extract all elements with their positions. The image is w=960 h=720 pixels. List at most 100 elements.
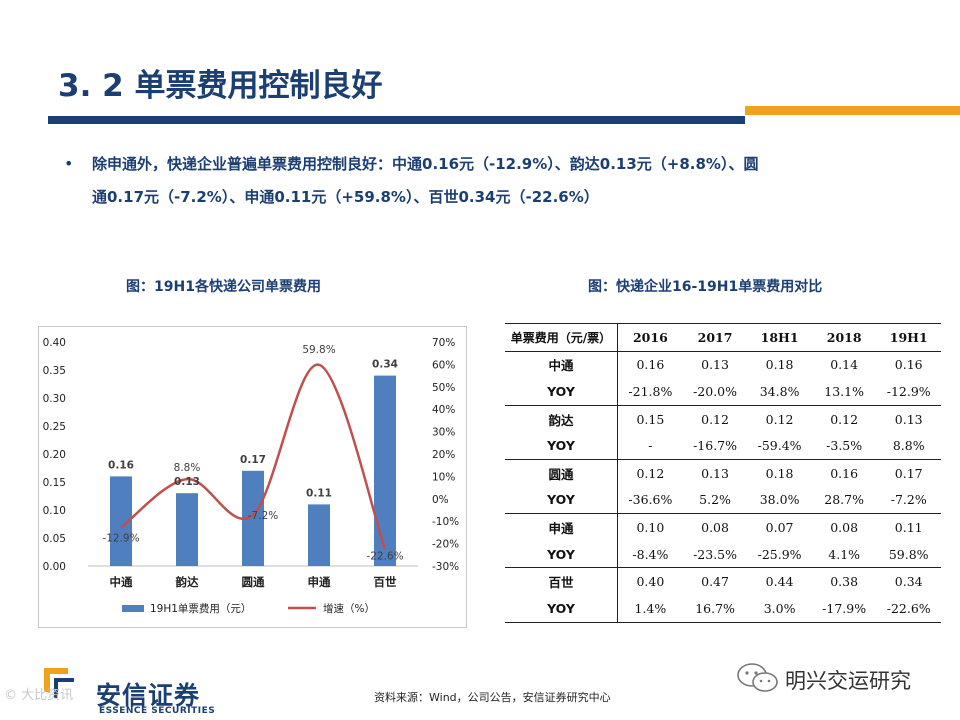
table-row: YOY -8.4% -23.5% -25.9% 4.1% 59.8% [505, 540, 941, 568]
table-cell: 16.7% [695, 600, 735, 616]
table-cell: 0.12 [765, 411, 794, 427]
bar [110, 476, 132, 566]
y-right-tick-label: 20% [432, 449, 455, 461]
table-cell: 0.11 [894, 519, 923, 535]
table-row-label: 中通 [505, 351, 618, 379]
data-source: 资料来源：Wind，公司公告，安信证券研究中心 [374, 691, 611, 704]
y-left-tick-label: 0.35 [43, 365, 66, 377]
line-data-label: -22.6% [366, 550, 403, 562]
essence-logo-icon [44, 668, 74, 698]
table-cell: -17.9% [822, 600, 867, 616]
bar [242, 470, 264, 566]
bar [176, 493, 198, 566]
y-left-tick-label: 0.00 [43, 561, 66, 573]
y-left-tick-label: 0.25 [43, 421, 66, 433]
table-cell: 0.40 [636, 574, 665, 590]
table-cell: -23.5% [693, 546, 738, 562]
table-cell: 0.10 [636, 519, 665, 535]
company-logo-subtitle: ESSENCE SECURITIES [99, 706, 216, 716]
table-cell: 0.12 [830, 411, 859, 427]
table-cell: 0.15 [636, 411, 665, 427]
table-row: YOY -21.8% -20.0% 34.8% 13.1% -12.9% [505, 378, 941, 406]
table-cell: 0.08 [701, 519, 729, 535]
table-cell: -25.9% [757, 546, 802, 562]
summary-line-1: 除申通外，快递企业普遍单票费用控制良好：中通0.16元（-12.9%）、韵达0.… [92, 155, 759, 173]
table-cell: - [648, 438, 653, 454]
line-data-label: -12.9% [102, 533, 139, 545]
y-left-tick-label: 0.10 [43, 505, 66, 517]
table-cell: 0.16 [894, 357, 923, 373]
table-cell: 0.17 [894, 465, 923, 481]
table-cell: 0.08 [830, 519, 859, 535]
bar-data-label: 0.34 [372, 359, 398, 371]
company-logo-name: 安信证券 [96, 681, 201, 710]
table-header-period: 2017 [697, 329, 733, 345]
table-cell: 0.07 [765, 519, 794, 535]
table-header-label: 单票费用（元/票） [505, 323, 618, 352]
y-left-tick-label: 0.30 [43, 393, 66, 405]
left-figure-title: 图：19H1各快递公司单票费用 [126, 279, 321, 295]
x-category-label: 中通 [110, 575, 133, 589]
table-row: 圆通 0.12 0.13 0.18 0.16 0.17 [505, 459, 941, 487]
table-cell: -8.4% [632, 546, 669, 562]
legend-bar-label: 19H1单票费用（元） [150, 602, 251, 615]
table-cell: -20.0% [693, 383, 738, 399]
wechat-account-name: 明兴交运研究 [785, 669, 911, 693]
table-row: 百世 0.40 0.47 0.44 0.38 0.34 [505, 567, 941, 595]
y-right-tick-label: -30% [432, 561, 459, 573]
line-data-label: 59.8% [302, 344, 335, 356]
y-left-tick-label: 0.40 [43, 337, 66, 349]
table-cell: 0.38 [830, 574, 859, 590]
y-right-tick-label: 30% [432, 427, 455, 439]
bar-data-label: 0.11 [306, 487, 332, 499]
x-category-label: 圆通 [242, 575, 265, 589]
bar [374, 375, 396, 566]
legend-bar-swatch [122, 605, 144, 612]
bar-data-label: 0.13 [174, 476, 200, 488]
table-cell: 0.13 [701, 465, 729, 481]
summary-line-2: 通0.17元（-7.2%）、申通0.11元（+59.8%）、百世0.34元（-2… [92, 188, 599, 206]
table-cell: 3.0% [763, 600, 796, 616]
table-cell: -7.2% [890, 492, 927, 508]
table-row-label: YOY [505, 594, 618, 623]
table-cell: 0.34 [894, 574, 923, 590]
x-category-label: 百世 [374, 575, 397, 589]
table-cell: 0.12 [701, 411, 729, 427]
table-row-label: 百世 [505, 567, 618, 595]
table-cell: 59.8% [888, 546, 929, 562]
page-title: 3. 2 单票费用控制良好 [58, 68, 383, 104]
table-cell: 0.14 [830, 357, 859, 373]
table-row: 申通 0.10 0.08 0.07 0.08 0.11 [505, 513, 941, 541]
y-left-tick-label: 0.05 [43, 533, 66, 545]
table-row: YOY 1.4% 16.7% 3.0% -17.9% -22.6% [505, 594, 941, 623]
table-cell: 0.18 [765, 357, 794, 373]
table-row-label: 韵达 [505, 405, 618, 433]
table-row-label: YOY [505, 486, 618, 514]
y-right-tick-label: -10% [432, 516, 459, 528]
right-figure-title: 图：快递企业16-19H1单票费用对比 [588, 279, 823, 295]
y-right-tick-label: 40% [432, 404, 455, 416]
table-row-label: YOY [505, 540, 618, 568]
table-cell: -12.9% [886, 383, 931, 399]
table-header-period: 2018 [826, 329, 862, 345]
table-cell: 38.0% [759, 492, 800, 508]
line-data-label: 8.8% [174, 462, 201, 474]
table-cell: 0.16 [636, 357, 665, 373]
title-underline-orange [745, 106, 960, 115]
bullet-point: • [64, 154, 74, 173]
y-right-tick-label: 60% [432, 359, 455, 371]
table-cell: 0.12 [636, 465, 665, 481]
legend-line-label: 增速（%） [323, 602, 375, 615]
line-data-label: -7.2% [248, 510, 278, 522]
y-left-tick-label: 0.15 [43, 477, 66, 489]
y-right-tick-label: 50% [432, 382, 455, 394]
x-category-label: 韵达 [176, 575, 199, 589]
y-right-tick-label: 10% [432, 471, 455, 483]
bar-data-label: 0.16 [108, 459, 134, 471]
table-row-label: YOY [505, 432, 618, 460]
table-cell: -36.6% [628, 492, 673, 508]
table-header-period: 19H1 [889, 329, 928, 345]
table-cell: 13.1% [824, 383, 864, 399]
table-cell: 0.44 [765, 574, 794, 590]
table-row: 韵达 0.15 0.12 0.12 0.12 0.13 [505, 405, 941, 433]
